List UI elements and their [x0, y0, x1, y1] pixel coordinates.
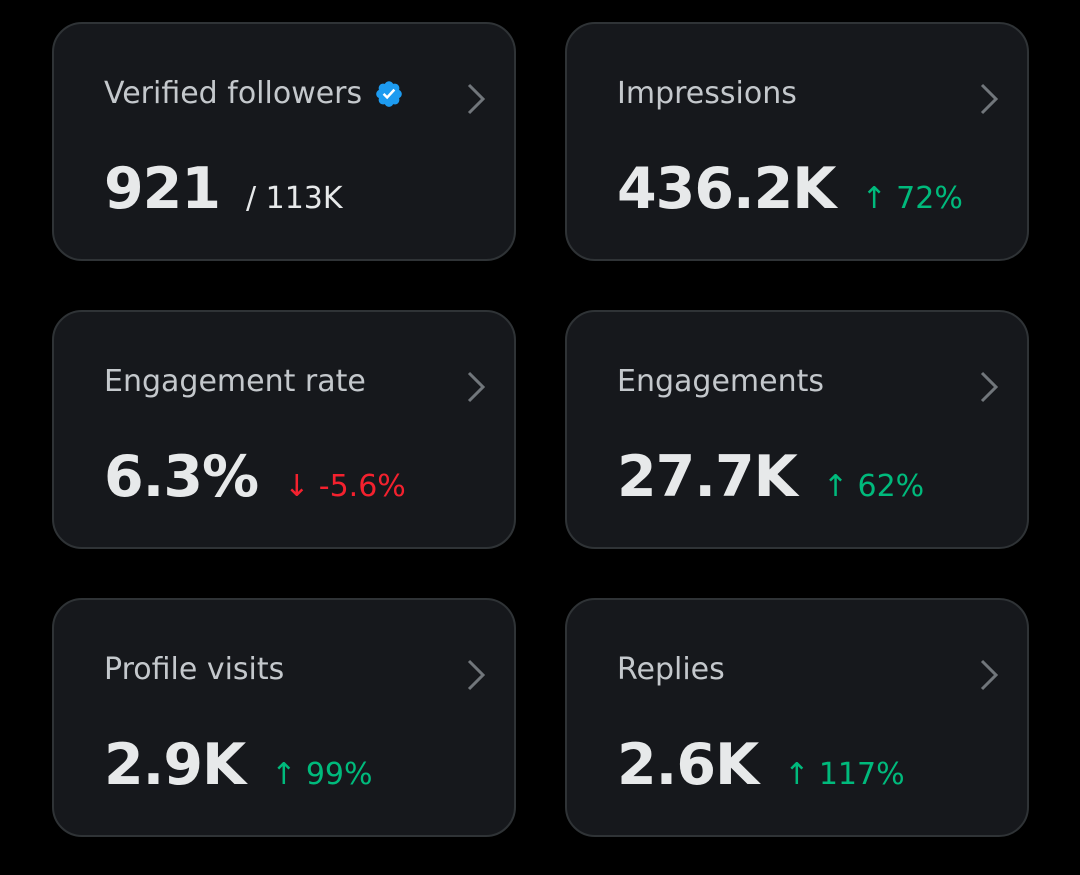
- stat-value: 921: [104, 156, 221, 222]
- title-text: Replies: [617, 652, 725, 687]
- stat-card[interactable]: Engagement rate 6.3% ↓ -5.6%: [52, 310, 516, 549]
- chevron-icon: [467, 371, 486, 403]
- stat-card[interactable]: Verified followers 921 / 113K: [52, 22, 516, 261]
- stat-card[interactable]: Impressions 436.2K ↑ 72%: [565, 22, 1029, 261]
- chevron-icon: [467, 83, 486, 115]
- stat-change: ↑ 62%: [822, 469, 925, 504]
- stat-change: ↑ 117%: [784, 757, 905, 792]
- title-text: Verified followers: [104, 76, 363, 111]
- stat-card[interactable]: Replies 2.6K ↑ 117%: [565, 598, 1029, 837]
- stat-card[interactable]: Engagements 27.7K ↑ 62%: [565, 310, 1029, 549]
- value-row: 2.6K ↑ 117%: [617, 732, 905, 798]
- card-title: Verified followers: [104, 76, 404, 111]
- card-title: Engagement rate: [104, 364, 366, 399]
- stat-value: 2.9K: [104, 732, 246, 798]
- stat-card[interactable]: Profile visits 2.9K ↑ 99%: [52, 598, 516, 837]
- chevron-icon: [467, 659, 486, 691]
- card-title: Impressions: [617, 76, 797, 111]
- stat-change: ↑ 99%: [271, 757, 373, 792]
- card-title: Replies: [617, 652, 725, 687]
- chevron-icon: [980, 83, 999, 115]
- title-text: Engagements: [617, 364, 824, 399]
- chevron-icon: [980, 371, 999, 403]
- verified-badge: [376, 80, 402, 107]
- value-row: 27.7K ↑ 62%: [617, 444, 924, 510]
- stat-value: 2.6K: [617, 732, 759, 798]
- chevron-icon: [980, 659, 999, 691]
- title-text: Profile visits: [104, 652, 285, 687]
- stat-change: ↓ -5.6%: [284, 469, 406, 504]
- value-row: 921 / 113K: [104, 156, 343, 222]
- value-row: 436.2K ↑ 72%: [617, 156, 963, 222]
- card-title: Engagements: [617, 364, 824, 399]
- stat-change: ↑ 72%: [861, 181, 963, 216]
- stat-total: / 113K: [245, 181, 343, 216]
- card-title: Profile visits: [104, 652, 284, 687]
- title-text: Engagement rate: [104, 364, 366, 399]
- stat-value: 27.7K: [617, 444, 798, 510]
- value-row: 6.3% ↓ -5.6%: [104, 444, 406, 510]
- stat-value: 436.2K: [617, 156, 836, 222]
- stat-value: 6.3%: [104, 444, 259, 510]
- title-text: Impressions: [617, 76, 797, 111]
- value-row: 2.9K ↑ 99%: [104, 732, 373, 798]
